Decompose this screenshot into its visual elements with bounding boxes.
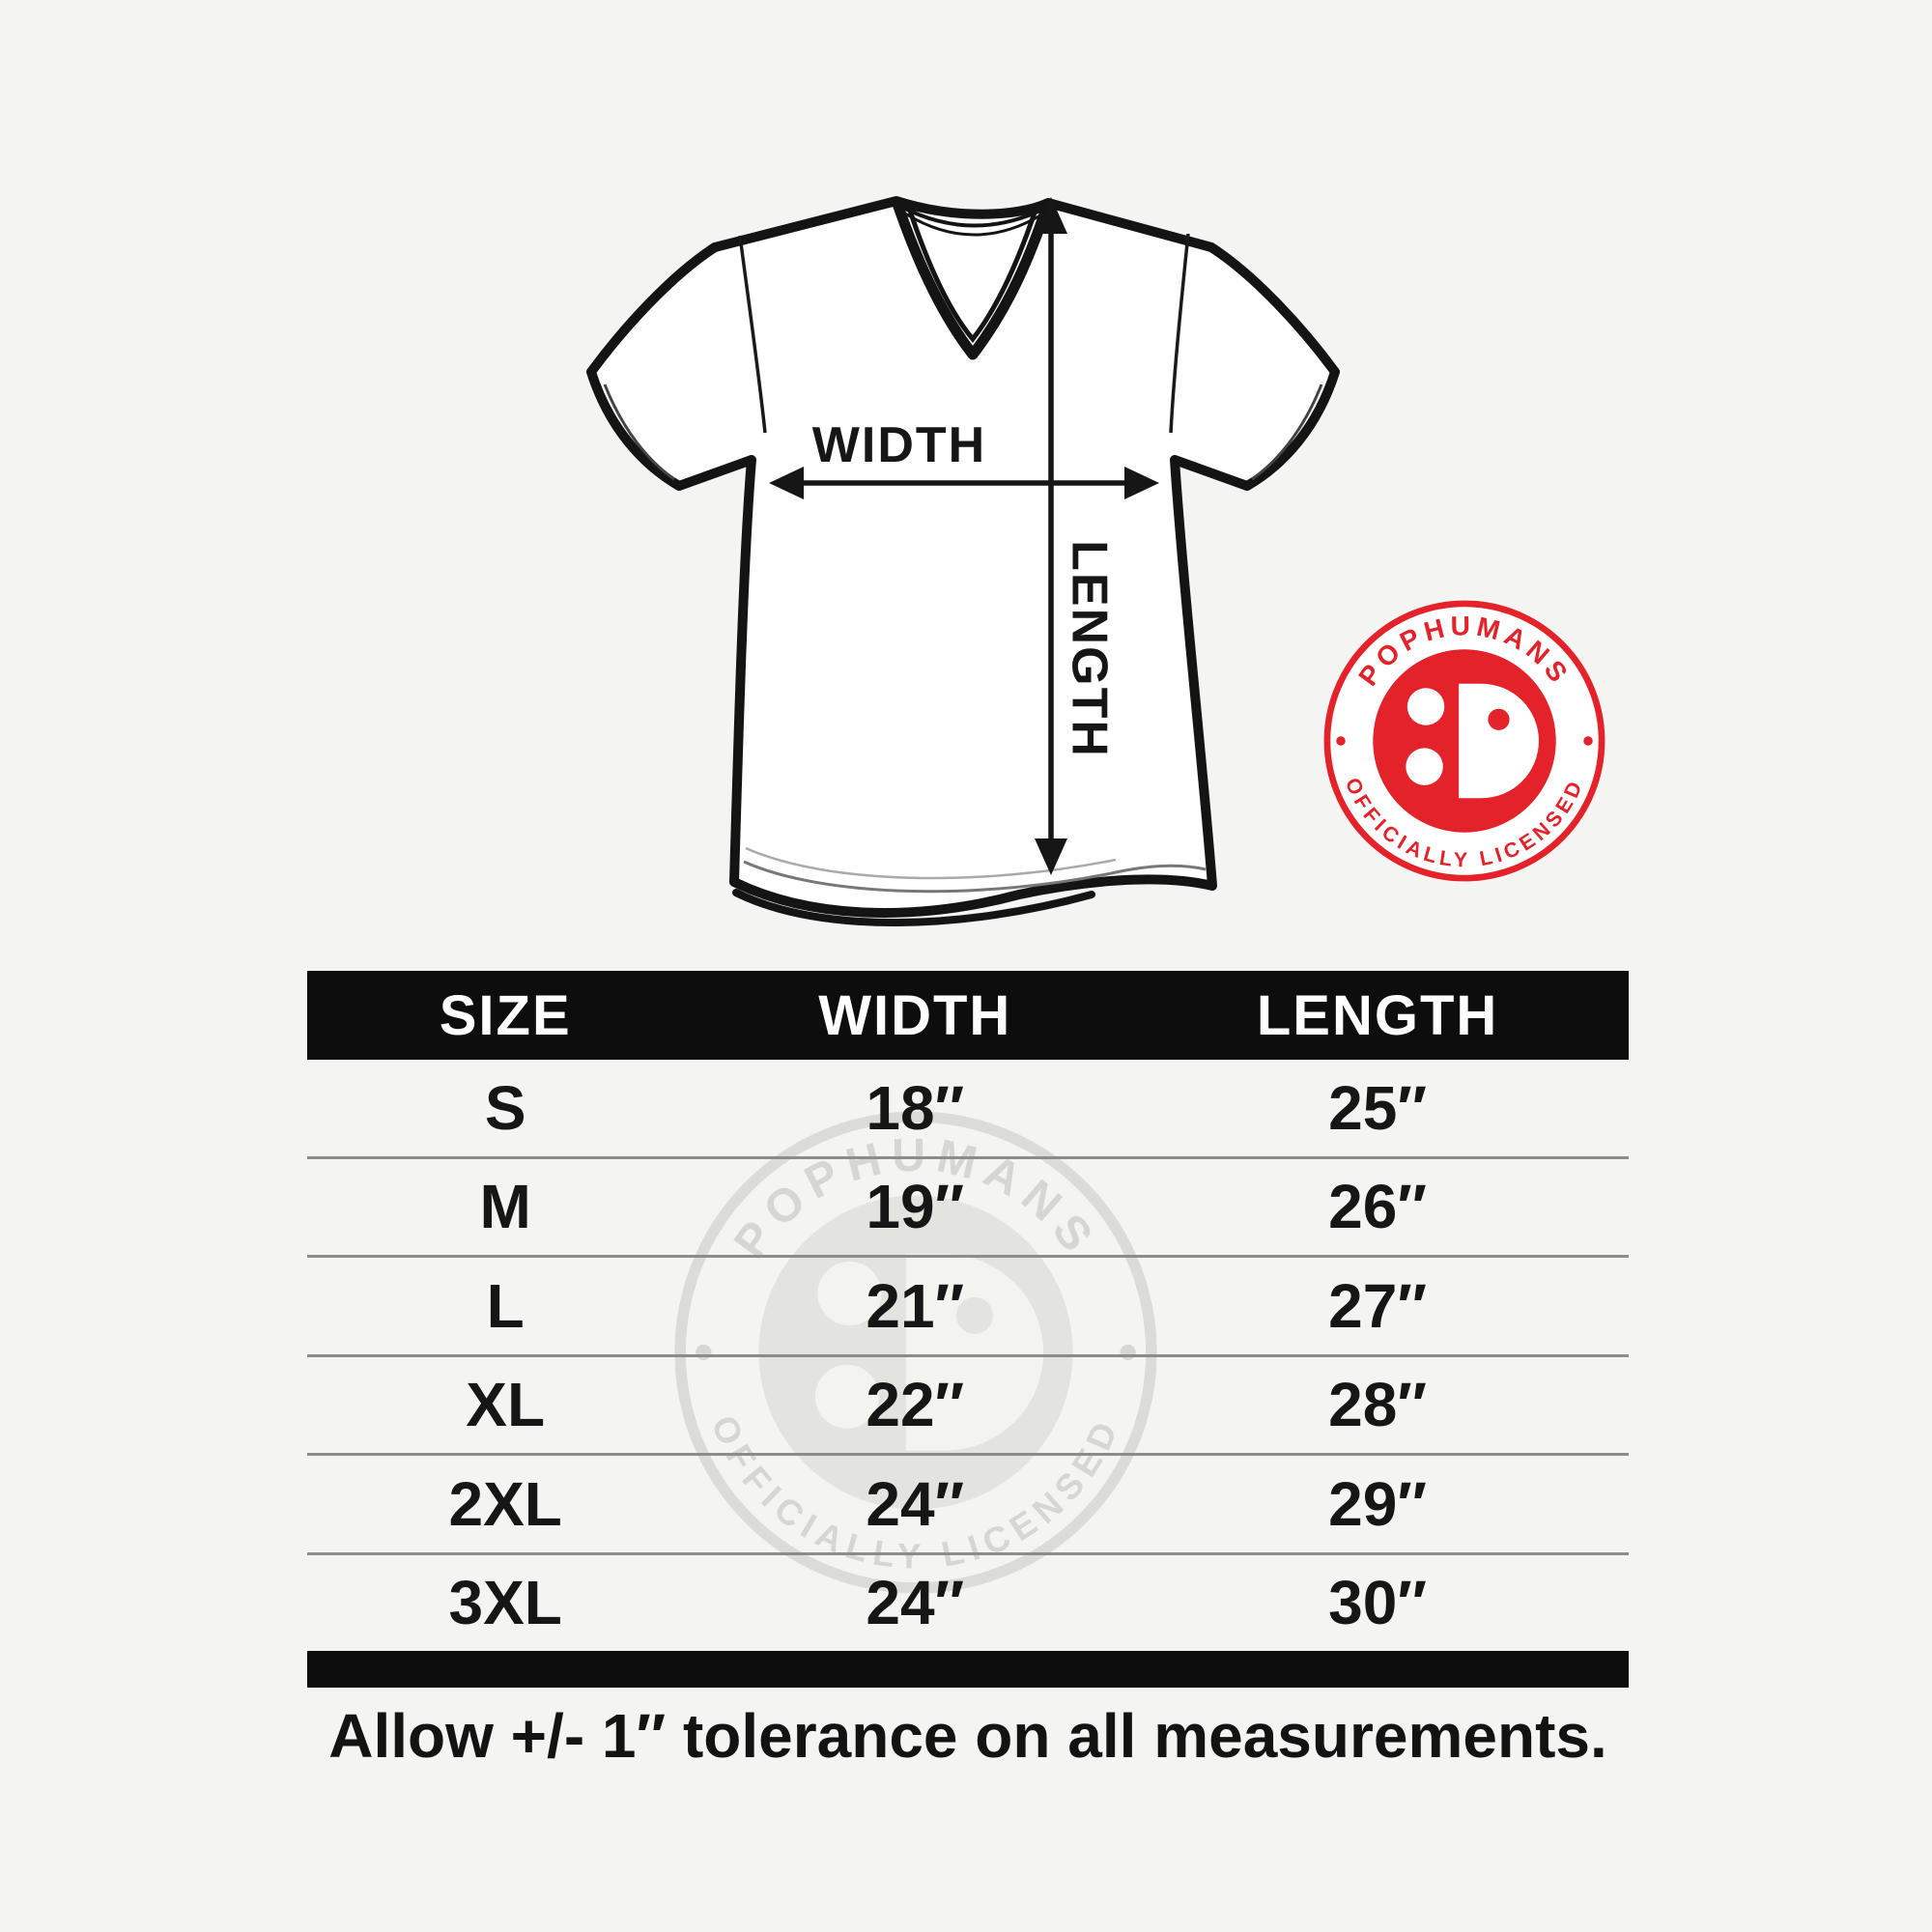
hem-stitch-line-2 <box>745 846 1117 880</box>
right-seam-line <box>1169 233 1190 434</box>
brand-badge: POPHUMANS OFFICIALLY LICENSED <box>1321 598 1607 884</box>
watermark-badge-icon: POPHUMANS OFFICIALLY LICENSED <box>674 1111 1157 1594</box>
tshirt-outline-icon: WIDTH LENGTH <box>586 196 1340 926</box>
table-row: L 21″ 27″ <box>307 1255 1629 1354</box>
collar-back-line <box>900 205 1045 228</box>
row-size: 3XL <box>448 1568 562 1638</box>
hem-fold-line <box>732 889 1095 926</box>
table-row: M 19″ 26″ <box>307 1155 1629 1256</box>
row-size: M <box>479 1172 531 1242</box>
table-row: XL 22″ 28″ <box>307 1353 1629 1454</box>
row-width: 21″ <box>866 1270 965 1341</box>
size-table: SIZE WIDTH LENGTH S 18″ 25″ M 19″ 26″ L … <box>307 971 1629 1688</box>
width-arrowhead-right <box>1124 467 1159 499</box>
table-row: 2XL 24″ 29″ <box>307 1453 1629 1552</box>
row-size: S <box>484 1072 526 1143</box>
row-width: 24″ <box>866 1568 965 1638</box>
tolerance-note: Allow +/- 1″ tolerance on all measuremen… <box>328 1701 1607 1771</box>
row-width: 18″ <box>866 1072 965 1143</box>
row-size: 2XL <box>448 1468 562 1539</box>
header-size: SIZE <box>439 983 572 1047</box>
table-header-row: SIZE WIDTH LENGTH <box>307 971 1629 1060</box>
table-row: 3XL 24″ 30″ <box>307 1551 1629 1652</box>
row-width: 19″ <box>866 1172 965 1242</box>
left-seam-line <box>738 235 767 434</box>
collar-inner-v <box>907 210 1037 343</box>
length-arrowhead-top <box>1035 197 1067 234</box>
brand-watermark: POPHUMANS OFFICIALLY LICENSED <box>670 1107 1161 1598</box>
row-width: 22″ <box>866 1370 965 1440</box>
row-size: XL <box>466 1370 546 1440</box>
width-arrowhead-left <box>769 467 804 499</box>
row-width: 24″ <box>866 1468 965 1539</box>
left-cuff-line <box>603 384 675 481</box>
collar-back-line-2 <box>904 212 1041 237</box>
brand-badge-icon: POPHUMANS OFFICIALLY LICENSED <box>1323 600 1605 882</box>
row-length: 28″ <box>1328 1370 1427 1440</box>
length-arrowhead-bottom <box>1035 838 1067 875</box>
hem-stitch-line <box>743 860 1207 894</box>
row-length: 27″ <box>1328 1270 1427 1341</box>
table-row: S 18″ 25″ <box>307 1060 1629 1156</box>
shirt-width-label: WIDTH <box>812 417 986 473</box>
row-length: 26″ <box>1328 1172 1427 1242</box>
row-size: L <box>486 1270 525 1341</box>
shirt-body <box>586 196 1340 918</box>
row-length: 29″ <box>1328 1468 1427 1539</box>
row-length: 30″ <box>1328 1568 1427 1638</box>
right-cuff-line <box>1251 384 1323 481</box>
collar-outer-v <box>891 199 1054 360</box>
header-width: WIDTH <box>818 983 1012 1047</box>
tshirt-diagram: WIDTH LENGTH <box>580 184 1352 937</box>
row-length: 25″ <box>1328 1072 1427 1143</box>
shirt-length-label: LENGTH <box>1061 540 1117 758</box>
header-length: LENGTH <box>1256 983 1499 1047</box>
table-bottom-bar <box>307 1651 1629 1688</box>
